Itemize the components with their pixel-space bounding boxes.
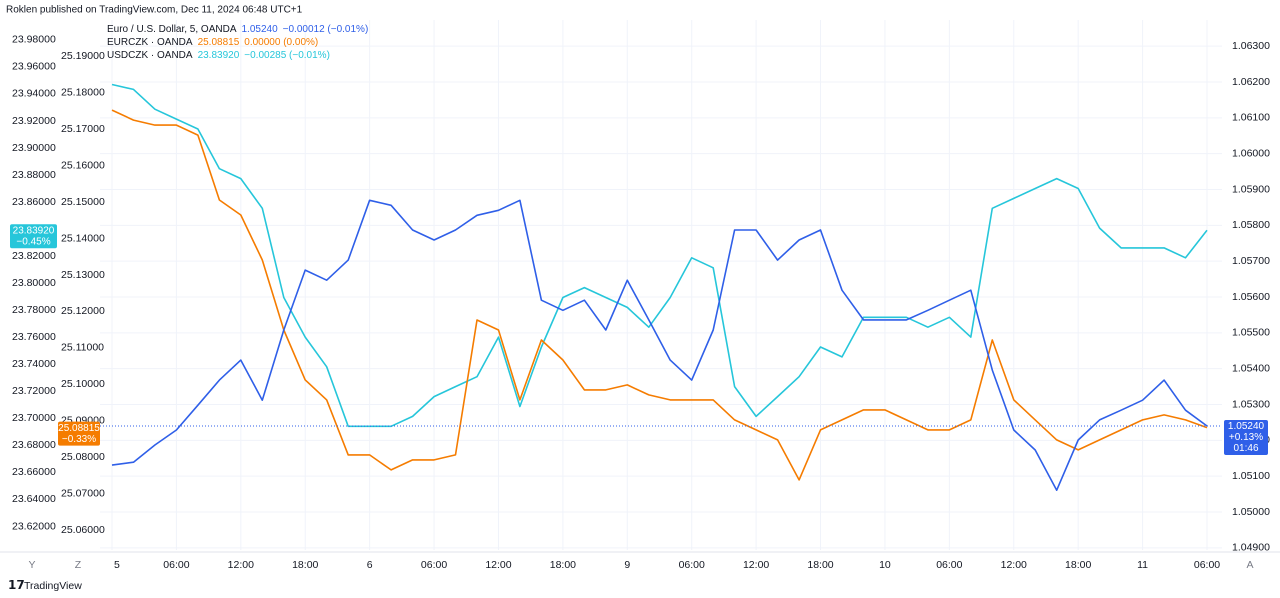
x-tick-label: 11: [1137, 559, 1148, 571]
series-line: [111, 199, 1208, 491]
scale-button[interactable]: Y: [28, 559, 35, 571]
x-tick-label: 5: [114, 559, 120, 571]
brand: TradingView: [24, 580, 82, 592]
y-tick-label: 23.88000: [12, 169, 56, 181]
x-tick-label: 06:00: [421, 559, 447, 571]
y3-tick-label: 25.16000: [61, 159, 105, 171]
publisher-header: Roklen published on TradingView.com, Dec…: [6, 5, 303, 16]
y2-tick-label: 1.05900: [1232, 183, 1270, 195]
y-tick-label: 23.64000: [12, 493, 56, 505]
legend-entry: Euro / U.S. Dollar, 5, OANDA 1.05240 −0.00…: [107, 24, 368, 35]
legend-text: USDCZK · OANDA: [107, 50, 193, 61]
legend-text: 1.05240: [242, 24, 279, 35]
price-badge: [58, 421, 100, 446]
x-tick-label: 18:00: [550, 559, 576, 571]
y-tick-label: 23.94000: [12, 88, 56, 100]
y2-tick-label: 1.05800: [1232, 219, 1270, 231]
x-tick-label: 10: [879, 559, 891, 571]
y-tick-label: 23.70000: [12, 412, 56, 424]
price-badge: [10, 224, 57, 249]
x-tick-label: 12:00: [228, 559, 254, 571]
y2-tick-label: 1.05500: [1232, 327, 1270, 339]
y3-tick-label: 25.18000: [61, 86, 105, 98]
y3-tick-label: 25.10000: [61, 378, 105, 390]
y2-tick-label: 1.05100: [1232, 470, 1270, 482]
y3-tick-label: 25.12000: [61, 305, 105, 317]
legend-text: −0.00285 (−0.01%): [244, 50, 330, 61]
series-line: [111, 83, 1208, 428]
y3-tick-label: 25.11000: [61, 342, 104, 354]
y-tick-label: 23.74000: [12, 358, 56, 370]
y-tick-label: 23.72000: [12, 385, 56, 397]
legend-text: 25.08815: [198, 37, 240, 48]
x-tick-label: 9: [624, 559, 630, 571]
legend-text: 0.00000 (0.00%): [244, 37, 318, 48]
y2-tick-label: 1.05000: [1232, 506, 1270, 518]
x-tick-label: 12:00: [485, 559, 511, 571]
scale-button[interactable]: Z: [75, 559, 82, 571]
x-tick-label: 06:00: [679, 559, 705, 571]
y2-tick-label: 1.06200: [1232, 76, 1270, 88]
y3-tick-label: 25.06000: [61, 524, 105, 536]
badge-text: 25.08815: [58, 423, 100, 434]
legend-text: EURCZK · OANDA: [107, 37, 193, 48]
y-tick-label: 23.66000: [12, 466, 56, 478]
legend-text: Euro / U.S. Dollar, 5, OANDA: [107, 24, 237, 35]
scale-button[interactable]: A: [1246, 559, 1253, 571]
x-tick-label: 12:00: [743, 559, 769, 571]
x-tick-label: 18:00: [292, 559, 318, 571]
badge-text: 01:46: [1233, 443, 1258, 454]
x-tick-label: 12:00: [1001, 559, 1027, 571]
y-tick-label: 23.96000: [12, 61, 56, 73]
y-tick-label: 23.76000: [12, 331, 56, 343]
y2-tick-label: 1.04900: [1232, 542, 1270, 554]
y-tick-label: 23.86000: [12, 196, 56, 208]
y2-tick-label: 1.05300: [1232, 398, 1270, 410]
y-tick-label: 23.90000: [12, 142, 56, 154]
x-tick-label: 18:00: [807, 559, 833, 571]
x-tick-label: 06:00: [936, 559, 962, 571]
y2-tick-label: 1.06100: [1232, 112, 1270, 124]
y3-tick-label: 25.15000: [61, 196, 105, 208]
y3-tick-label: 25.19000: [61, 50, 105, 62]
x-tick-label: 06:00: [163, 559, 189, 571]
x-tick-label: 6: [367, 559, 373, 571]
y2-tick-label: 1.06300: [1232, 40, 1270, 52]
badge-text: 1.05240: [1228, 421, 1265, 432]
tv-logo: 𝟭𝟳: [8, 578, 25, 592]
y-tick-label: 23.78000: [12, 304, 56, 316]
legend-text: 23.83920: [198, 50, 240, 61]
series-line: [111, 109, 1208, 481]
y-tick-label: 23.92000: [12, 115, 56, 127]
y3-tick-label: 25.17000: [61, 123, 105, 135]
y-tick-label: 23.62000: [12, 520, 56, 532]
x-tick-label: 06:00: [1194, 559, 1220, 571]
y3-tick-label: 25.07000: [61, 488, 105, 500]
y3-tick-label: 25.14000: [61, 232, 105, 244]
y2-tick-label: 1.05400: [1232, 362, 1270, 374]
badge-text: −0.33%: [62, 434, 96, 445]
badge-text: +0.13%: [1229, 432, 1263, 443]
legend-entry: USDCZK · OANDA 23.83920 −0.00285 (−0.01%): [107, 50, 330, 61]
y-tick-label: 23.98000: [12, 34, 56, 46]
price-badge: [1224, 420, 1268, 456]
legend-text: −0.00012 (−0.01%): [283, 24, 369, 35]
y-tick-label: 23.68000: [12, 439, 56, 451]
y2-tick-label: 1.06000: [1232, 147, 1270, 159]
badge-text: −0.45%: [16, 236, 50, 247]
y3-tick-label: 25.08000: [61, 451, 105, 463]
y-tick-label: 23.82000: [12, 250, 56, 262]
legend-entry: EURCZK · OANDA 25.08815 0.00000 (0.00%): [107, 37, 318, 48]
badge-text: 23.83920: [13, 225, 55, 236]
y2-tick-label: 1.05700: [1232, 255, 1270, 267]
x-tick-label: 18:00: [1065, 559, 1091, 571]
y2-tick-label: 1.05600: [1232, 291, 1270, 303]
y3-tick-label: 25.13000: [61, 269, 105, 281]
y-tick-label: 23.80000: [12, 277, 56, 289]
